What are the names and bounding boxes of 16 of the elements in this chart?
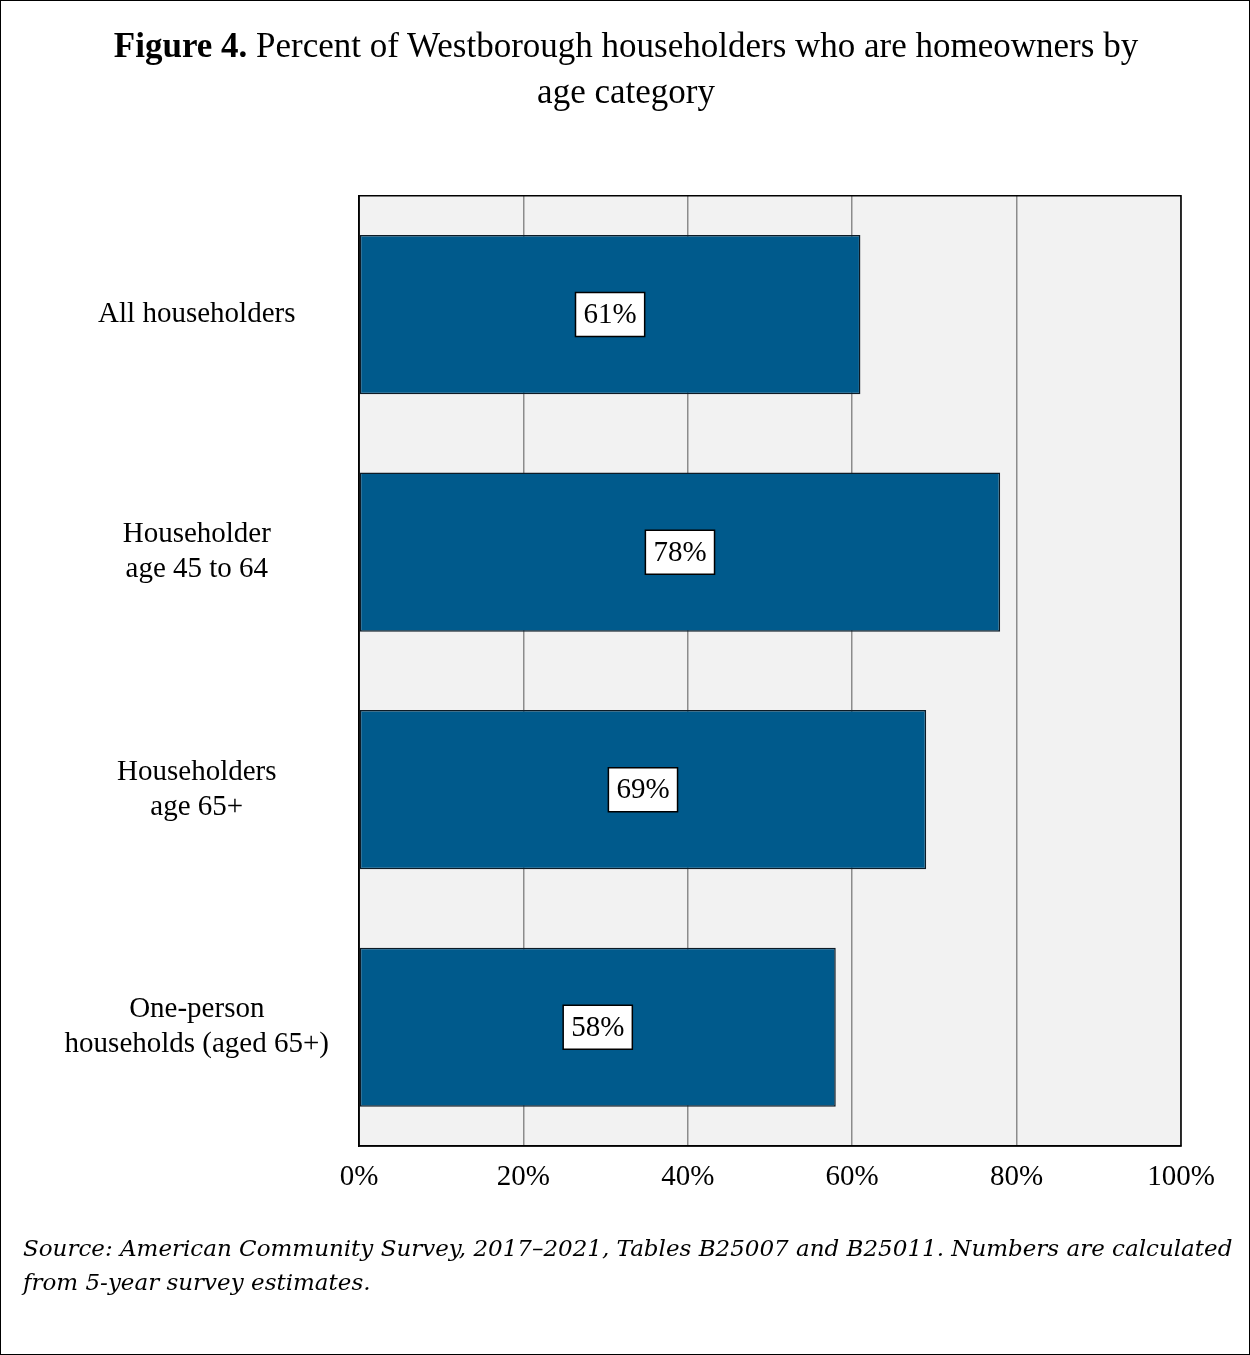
x-tick-label: 80%: [990, 1159, 1044, 1192]
data-label: 58%: [571, 1009, 625, 1042]
y-tick-label: Householders age 65+: [117, 753, 277, 821]
x-tick-label: 40%: [661, 1159, 715, 1192]
x-tick-label: 60%: [825, 1159, 879, 1192]
x-tick-label: 100%: [1147, 1159, 1215, 1192]
data-label: 78%: [653, 534, 707, 567]
data-label: 69%: [616, 772, 670, 805]
data-label: 61%: [583, 297, 637, 330]
x-tick-label: 20%: [496, 1159, 550, 1192]
y-tick-label: Householder age 45 to 64: [122, 516, 272, 584]
y-tick-label: One-person households (aged 65+): [64, 991, 329, 1060]
chart-title: Figure 4. Percent of Westborough householders who are homeowners by age category: [113, 26, 1139, 111]
source-note: Source: American Community Survey, 2017–2021, Tables B25007 and B25011. Numbers are calculated from 5-year survey estimates.: [23, 1234, 1233, 1297]
x-tick-label: 0%: [339, 1159, 379, 1192]
y-tick-label: All householders: [98, 296, 296, 329]
